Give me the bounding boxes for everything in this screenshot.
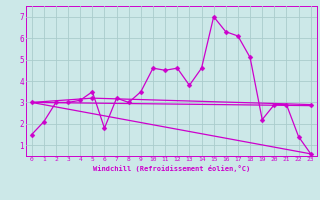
X-axis label: Windchill (Refroidissement éolien,°C): Windchill (Refroidissement éolien,°C) [92, 165, 250, 172]
